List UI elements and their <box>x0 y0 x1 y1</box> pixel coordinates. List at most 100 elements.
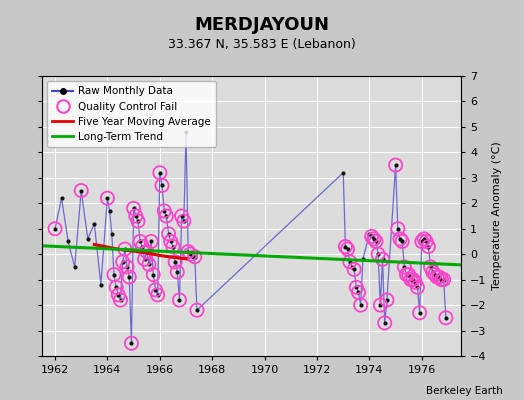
Point <box>429 269 437 275</box>
Text: MERDJAYOUN: MERDJAYOUN <box>194 16 330 34</box>
Point <box>380 320 389 326</box>
Point <box>367 233 376 240</box>
Point <box>411 279 420 285</box>
Point <box>114 292 123 298</box>
Point <box>160 208 168 214</box>
Point <box>176 297 184 303</box>
Point <box>374 251 383 257</box>
Point <box>433 274 441 280</box>
Point <box>435 274 443 280</box>
Point <box>411 279 420 285</box>
Point <box>77 187 85 194</box>
Point <box>145 261 153 268</box>
Point <box>77 187 85 194</box>
Point <box>134 218 142 224</box>
Point <box>341 243 350 250</box>
Point <box>400 264 409 270</box>
Point <box>383 297 391 303</box>
Point <box>147 238 155 245</box>
Point <box>151 287 160 293</box>
Point <box>191 254 199 260</box>
Point <box>165 231 173 237</box>
Point <box>350 266 358 273</box>
Point <box>125 274 134 280</box>
Point <box>424 243 433 250</box>
Point <box>365 231 374 237</box>
Point <box>143 248 151 255</box>
Point <box>359 256 367 262</box>
Point <box>409 276 417 283</box>
Point <box>154 292 162 298</box>
Point <box>354 289 363 296</box>
Point <box>440 276 448 283</box>
Point <box>407 276 415 283</box>
Point <box>103 195 112 201</box>
Point <box>182 129 190 135</box>
Point <box>156 170 164 176</box>
Point <box>188 254 196 260</box>
Point <box>167 238 175 245</box>
Point <box>402 271 411 278</box>
Point <box>158 182 166 189</box>
Point <box>116 297 125 303</box>
Point <box>138 243 147 250</box>
Point <box>193 307 201 313</box>
Point <box>180 218 188 224</box>
Point <box>376 302 385 308</box>
Point <box>343 246 352 252</box>
Point <box>413 284 422 290</box>
Point <box>169 243 177 250</box>
Point <box>178 213 186 219</box>
Point <box>350 266 358 273</box>
Point <box>186 251 194 257</box>
Point <box>103 195 112 201</box>
Point <box>378 256 387 262</box>
Point <box>435 274 443 280</box>
Point <box>149 271 158 278</box>
Point <box>369 236 378 242</box>
Point <box>51 226 59 232</box>
Point <box>145 261 153 268</box>
Point <box>420 236 428 242</box>
Point <box>416 310 424 316</box>
Point <box>123 264 131 270</box>
Point <box>416 310 424 316</box>
Point <box>186 251 194 257</box>
Point <box>180 218 188 224</box>
Y-axis label: Temperature Anomaly (°C): Temperature Anomaly (°C) <box>492 142 502 290</box>
Point <box>160 208 168 214</box>
Point <box>418 238 426 245</box>
Point <box>127 340 136 346</box>
Text: Berkeley Earth: Berkeley Earth <box>427 386 503 396</box>
Point <box>90 220 99 227</box>
Point <box>127 340 136 346</box>
Point <box>402 271 411 278</box>
Point <box>442 315 450 321</box>
Point <box>391 162 400 168</box>
Point <box>110 271 118 278</box>
Point <box>438 276 446 283</box>
Point <box>173 269 181 275</box>
Point <box>171 259 179 265</box>
Point <box>440 276 448 283</box>
Point <box>418 238 426 245</box>
Point <box>140 256 149 262</box>
Point <box>167 238 175 245</box>
Point <box>396 236 404 242</box>
Point <box>413 284 422 290</box>
Point <box>193 307 201 313</box>
Point <box>147 238 155 245</box>
Point <box>356 302 365 308</box>
Point <box>431 271 439 278</box>
Point <box>125 274 134 280</box>
Point <box>372 238 380 245</box>
Point <box>51 226 59 232</box>
Point <box>84 236 92 242</box>
Point <box>367 233 376 240</box>
Point <box>442 315 450 321</box>
Point <box>429 269 437 275</box>
Point <box>352 284 361 290</box>
Point <box>70 264 79 270</box>
Point <box>398 238 406 245</box>
Point <box>405 271 413 278</box>
